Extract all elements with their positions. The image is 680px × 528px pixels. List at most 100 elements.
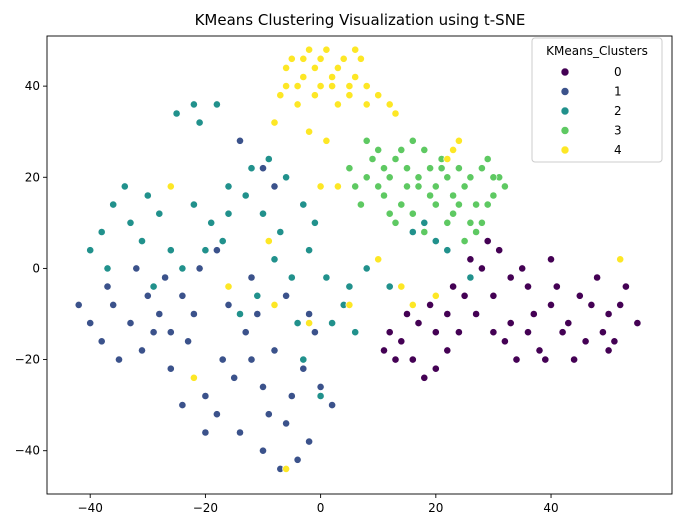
point-cluster-1-39	[310, 328, 319, 337]
y-tick-label-2: 0	[32, 261, 40, 275]
point-cluster-4-13	[287, 54, 296, 63]
point-cluster-1-11	[201, 392, 210, 400]
point-cluster-0-20	[512, 355, 521, 364]
point-cluster-3-11	[397, 200, 406, 209]
point-cluster-4-44	[310, 64, 319, 72]
point-cluster-1-32	[103, 282, 112, 291]
point-cluster-3-42	[414, 173, 423, 182]
point-cluster-4-1	[299, 73, 308, 81]
point-cluster-2-15	[195, 118, 204, 127]
point-cluster-3-22	[420, 145, 429, 154]
point-cluster-1-29	[328, 401, 336, 409]
point-cluster-2-30	[236, 310, 244, 318]
point-cluster-1-48	[282, 291, 290, 300]
point-cluster-4-41	[293, 100, 302, 109]
point-cluster-4-8	[345, 91, 354, 100]
point-cluster-0-45	[610, 337, 619, 346]
point-cluster-3-0	[374, 145, 383, 154]
point-cluster-3-5	[460, 182, 469, 191]
point-cluster-3-19	[403, 164, 411, 173]
point-cluster-3-3	[426, 164, 434, 173]
point-cluster-1-13	[230, 373, 239, 382]
y-tick-label-1: −20	[15, 353, 40, 367]
point-cluster-4-32	[345, 300, 354, 309]
point-cluster-4-26	[270, 300, 279, 309]
point-cluster-0-27	[385, 328, 394, 337]
point-cluster-1-34	[184, 337, 192, 346]
point-cluster-1-47	[247, 273, 256, 282]
legend-items: 0 1 2 3 4	[560, 65, 622, 157]
point-cluster-1-27	[287, 392, 296, 400]
point-cluster-0-4	[558, 328, 567, 337]
point-cluster-0-14	[570, 355, 578, 364]
point-cluster-4-43	[333, 100, 342, 109]
point-cluster-4-40	[322, 136, 331, 145]
point-cluster-3-26	[483, 155, 492, 163]
point-cluster-0-36	[449, 282, 457, 291]
point-cluster-4-23	[443, 155, 452, 163]
point-cluster-2-41	[201, 246, 210, 255]
point-cluster-3-20	[385, 173, 394, 182]
point-cluster-4-20	[391, 109, 400, 118]
point-cluster-4-29	[305, 319, 313, 327]
point-cluster-3-28	[460, 237, 469, 245]
point-cluster-3-39	[397, 145, 406, 154]
point-cluster-4-18	[374, 91, 383, 100]
point-cluster-0-6	[506, 319, 515, 327]
point-cluster-4-7	[328, 82, 336, 90]
point-cluster-0-23	[431, 364, 440, 373]
point-cluster-0-18	[495, 246, 504, 255]
point-cluster-0-12	[518, 264, 527, 273]
point-cluster-2-19	[264, 155, 273, 163]
point-cluster-1-1	[109, 300, 118, 309]
legend-label-1: 1	[614, 85, 622, 99]
point-cluster-1-37	[264, 410, 273, 419]
point-cluster-1-38	[299, 364, 308, 373]
point-cluster-3-6	[477, 164, 486, 173]
point-cluster-2-1	[126, 218, 135, 227]
point-cluster-2-35	[385, 282, 394, 291]
point-cluster-0-38	[483, 237, 492, 245]
point-cluster-4-22	[449, 145, 457, 154]
point-cluster-2-18	[247, 164, 256, 173]
point-cluster-0-43	[587, 300, 596, 309]
point-cluster-2-43	[103, 264, 112, 273]
legend-label-3: 3	[614, 124, 622, 138]
point-cluster-1-42	[161, 273, 169, 282]
point-cluster-2-0	[109, 200, 118, 209]
legend-label-0: 0	[614, 65, 622, 79]
point-cluster-3-25	[356, 200, 365, 209]
point-cluster-3-31	[420, 228, 429, 236]
point-cluster-4-25	[264, 237, 273, 245]
point-cluster-4-15	[316, 82, 325, 90]
point-cluster-2-49	[224, 182, 233, 191]
point-cluster-4-5	[293, 82, 302, 90]
point-cluster-4-33	[374, 255, 383, 264]
point-cluster-0-47	[524, 328, 532, 337]
point-cluster-2-45	[316, 392, 325, 400]
point-cluster-3-14	[449, 209, 457, 218]
point-cluster-1-44	[236, 136, 244, 145]
x-tick-label-0: −40	[78, 501, 103, 515]
x-tick-label-1: −20	[193, 501, 218, 515]
point-cluster-4-24	[166, 182, 175, 191]
point-cluster-2-46	[276, 228, 285, 236]
legend: KMeans_Clusters 0 1 2 3 4	[531, 37, 663, 163]
point-cluster-1-7	[138, 346, 146, 355]
point-cluster-4-36	[431, 291, 440, 300]
point-cluster-3-45	[454, 200, 463, 209]
point-cluster-0-1	[575, 291, 584, 300]
point-cluster-0-11	[472, 310, 480, 318]
point-cluster-0-42	[564, 319, 573, 327]
point-cluster-1-31	[149, 328, 158, 337]
point-cluster-2-40	[466, 273, 475, 282]
point-cluster-0-44	[599, 328, 607, 337]
point-cluster-2-11	[207, 218, 216, 227]
point-cluster-3-47	[489, 173, 498, 182]
point-cluster-0-25	[408, 355, 417, 364]
point-cluster-2-28	[310, 218, 319, 227]
y-axis: −40 −20 0 20 40	[15, 79, 47, 458]
point-cluster-4-0	[282, 64, 290, 72]
point-cluster-4-31	[333, 182, 342, 191]
y-tick-label-0: −40	[15, 444, 40, 458]
